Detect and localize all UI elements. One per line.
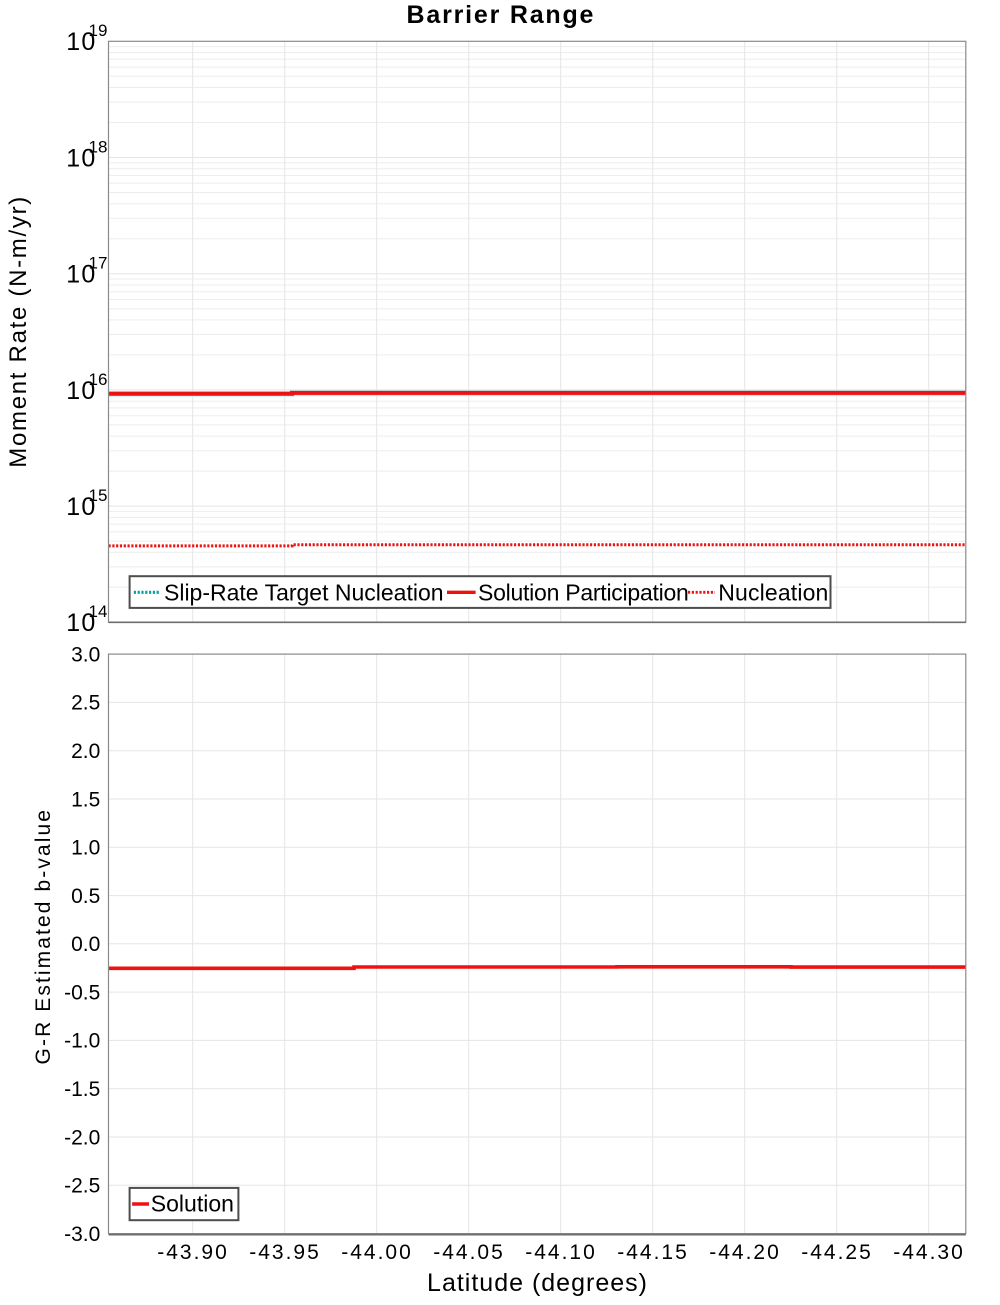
- svg-text:Solution Participation: Solution Participation: [478, 579, 689, 605]
- svg-text:16: 16: [89, 370, 108, 389]
- svg-text:-44.00: -44.00: [341, 1241, 413, 1264]
- svg-text:-44.05: -44.05: [433, 1241, 505, 1264]
- svg-text:10: 10: [66, 28, 96, 56]
- svg-text:2.5: 2.5: [71, 692, 100, 715]
- svg-text:-44.15: -44.15: [617, 1241, 689, 1264]
- svg-text:2.0: 2.0: [71, 740, 100, 763]
- svg-text:-44.20: -44.20: [709, 1241, 781, 1264]
- svg-text:-3.0: -3.0: [64, 1223, 100, 1246]
- svg-text:Moment Rate (N-m/yr): Moment Rate (N-m/yr): [5, 195, 32, 468]
- svg-text:10: 10: [66, 144, 96, 172]
- svg-text:15: 15: [89, 486, 108, 505]
- svg-text:19: 19: [89, 21, 108, 40]
- svg-text:-1.0: -1.0: [64, 1030, 100, 1053]
- svg-text:G-R Estimated b-value: G-R Estimated b-value: [32, 808, 55, 1065]
- svg-text:18: 18: [89, 137, 108, 156]
- svg-text:-2.5: -2.5: [64, 1175, 100, 1198]
- svg-text:10: 10: [66, 377, 96, 405]
- svg-text:3.0: 3.0: [71, 643, 100, 666]
- svg-text:Slip-Rate Target Nucleation: Slip-Rate Target Nucleation: [164, 579, 444, 605]
- svg-text:1.0: 1.0: [71, 837, 100, 860]
- svg-text:Solution: Solution: [151, 1190, 234, 1216]
- svg-text:-1.5: -1.5: [64, 1078, 100, 1101]
- svg-text:-43.95: -43.95: [249, 1241, 321, 1264]
- svg-text:-44.10: -44.10: [525, 1241, 597, 1264]
- svg-text:-43.90: -43.90: [157, 1241, 229, 1264]
- svg-text:17: 17: [89, 254, 108, 273]
- svg-text:Nucleation: Nucleation: [718, 579, 828, 605]
- svg-text:14: 14: [89, 602, 108, 621]
- svg-text:0.5: 0.5: [71, 885, 100, 908]
- svg-text:Barrier Range: Barrier Range: [407, 1, 596, 29]
- svg-text:10: 10: [66, 609, 96, 637]
- svg-text:1.5: 1.5: [71, 788, 100, 811]
- svg-text:-44.30: -44.30: [893, 1241, 965, 1264]
- svg-text:10: 10: [66, 493, 96, 521]
- svg-text:Latitude (degrees): Latitude (degrees): [427, 1269, 648, 1297]
- svg-text:-2.0: -2.0: [64, 1126, 100, 1149]
- svg-text:-44.25: -44.25: [801, 1241, 873, 1264]
- svg-text:0.0: 0.0: [71, 933, 100, 956]
- svg-text:-0.5: -0.5: [64, 981, 100, 1004]
- svg-text:10: 10: [66, 261, 96, 289]
